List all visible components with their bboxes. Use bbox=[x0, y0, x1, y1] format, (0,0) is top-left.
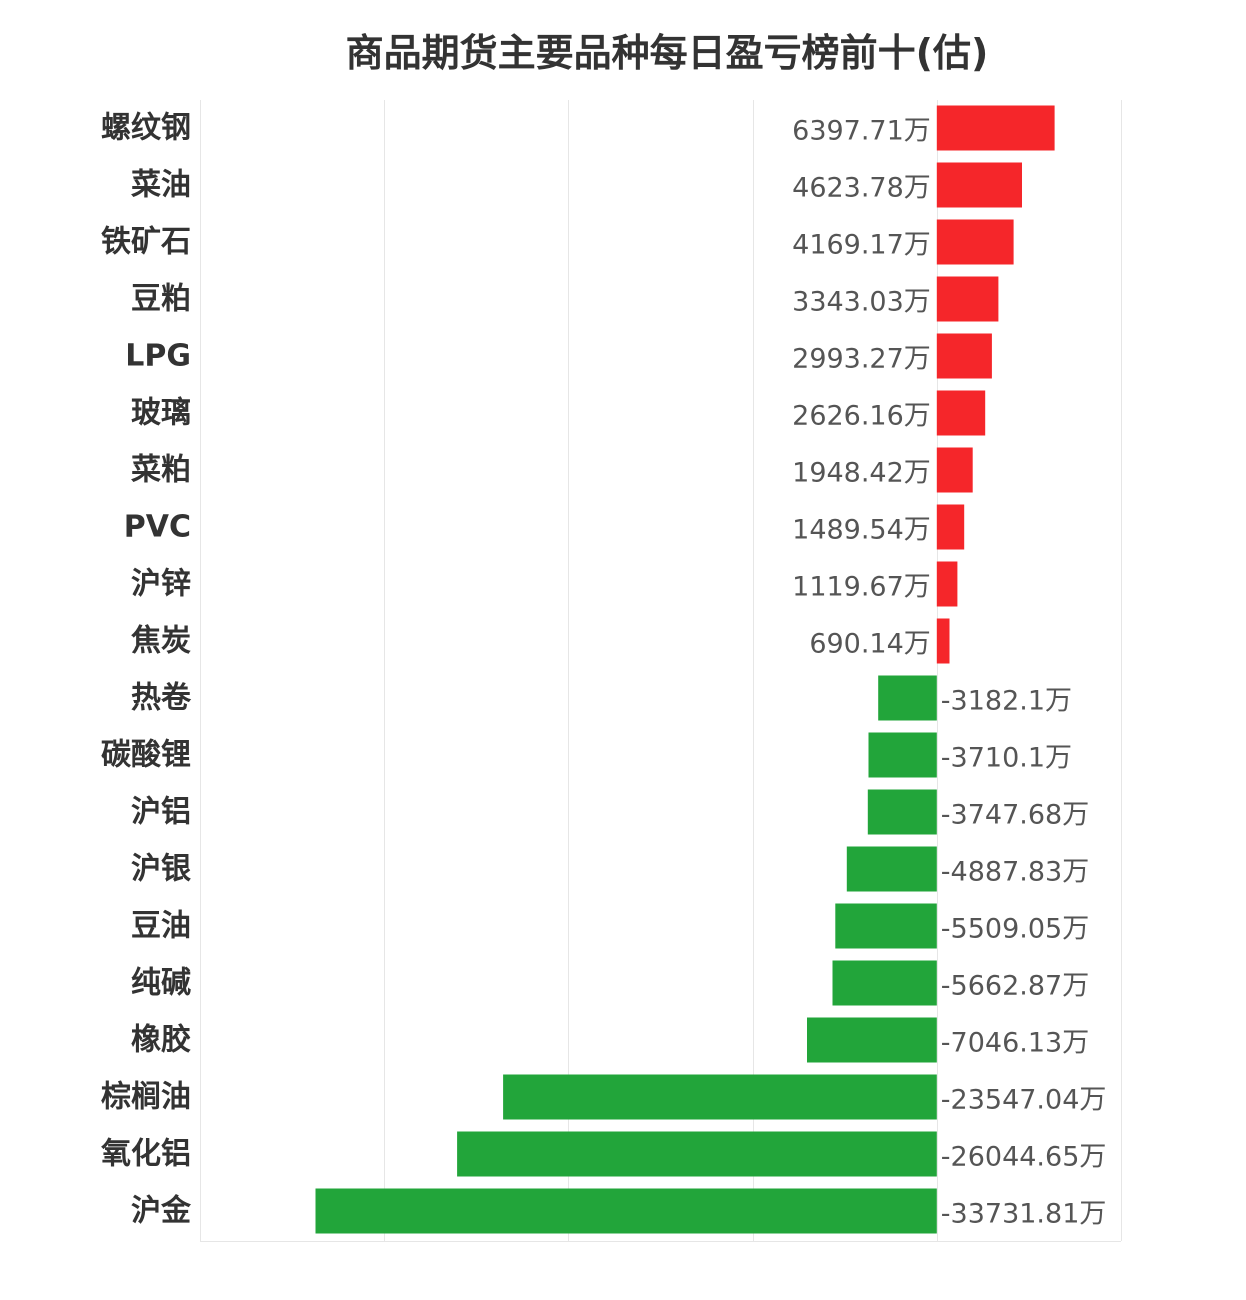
bar bbox=[936, 333, 992, 379]
grid-lines bbox=[200, 100, 1122, 1242]
value-label: -23547.04万 bbox=[941, 1085, 1107, 1116]
bar bbox=[832, 960, 937, 1006]
value-label: -5662.87万 bbox=[941, 971, 1089, 1002]
bar bbox=[315, 1188, 937, 1234]
category-label: 豆粕 bbox=[131, 282, 191, 317]
bar bbox=[807, 1017, 937, 1063]
value-labels: 6397.71万 4623.78万 4169.17万 3343.03万 2993.27万… bbox=[792, 116, 1106, 1230]
value-label: -26044.65万 bbox=[941, 1142, 1107, 1173]
bar bbox=[936, 276, 999, 322]
bar bbox=[936, 162, 1022, 208]
category-label: 碳酸锂 bbox=[101, 738, 191, 773]
bar bbox=[867, 789, 937, 835]
value-label: -4887.83万 bbox=[941, 857, 1089, 888]
category-label: 豆油 bbox=[131, 909, 191, 944]
value-label: 2626.16万 bbox=[792, 401, 931, 432]
value-label: -7046.13万 bbox=[941, 1028, 1089, 1059]
category-label: 螺纹钢 bbox=[101, 111, 191, 146]
category-label: 铁矿石 bbox=[101, 225, 191, 260]
category-label: 沪铝 bbox=[131, 795, 191, 830]
value-label: -5509.05万 bbox=[941, 914, 1089, 945]
value-label: 1948.42万 bbox=[792, 458, 931, 489]
bar bbox=[457, 1131, 937, 1177]
category-label: 沪金 bbox=[131, 1194, 192, 1229]
bar bbox=[936, 561, 958, 607]
category-label: LPG bbox=[125, 339, 191, 374]
bar bbox=[936, 447, 973, 493]
category-label: 氧化铝 bbox=[101, 1137, 191, 1172]
category-label: 焦炭 bbox=[131, 624, 191, 659]
category-label: 玻璃 bbox=[131, 396, 191, 431]
value-label: 1119.67万 bbox=[792, 572, 931, 603]
bar bbox=[936, 390, 986, 436]
category-label: 热卷 bbox=[131, 681, 192, 716]
bar bbox=[936, 618, 950, 664]
value-label: -3710.1万 bbox=[941, 743, 1072, 774]
category-label: 菜油 bbox=[131, 168, 191, 203]
category-label: 纯碱 bbox=[131, 966, 191, 1001]
value-label: -33731.81万 bbox=[941, 1199, 1107, 1230]
value-label: 4623.78万 bbox=[792, 173, 931, 204]
bar bbox=[936, 105, 1055, 151]
bar bbox=[936, 219, 1014, 265]
value-label: 1489.54万 bbox=[792, 515, 931, 546]
category-label: 沪银 bbox=[131, 852, 191, 887]
value-label: -3747.68万 bbox=[941, 800, 1089, 831]
chart-title: 商品期货主要品种每日盈亏榜前十(估) bbox=[345, 31, 989, 75]
bars bbox=[315, 105, 1055, 1234]
value-label: 4169.17万 bbox=[792, 230, 931, 261]
bar bbox=[846, 846, 937, 892]
bar bbox=[835, 903, 937, 949]
category-label: 橡胶 bbox=[131, 1023, 191, 1058]
category-label: 沪锌 bbox=[131, 567, 191, 602]
bar bbox=[868, 732, 937, 778]
value-label: 3343.03万 bbox=[792, 287, 931, 318]
category-label: 菜粕 bbox=[131, 453, 191, 488]
value-label: 6397.71万 bbox=[792, 116, 931, 147]
bar bbox=[936, 504, 965, 550]
category-label: PVC bbox=[124, 510, 191, 545]
bar bbox=[503, 1074, 937, 1120]
value-label: -3182.1万 bbox=[941, 686, 1072, 717]
bar bbox=[878, 675, 937, 721]
value-label: 2993.27万 bbox=[792, 344, 931, 375]
category-label: 棕榈油 bbox=[101, 1080, 191, 1115]
value-label: 690.14万 bbox=[809, 629, 930, 660]
